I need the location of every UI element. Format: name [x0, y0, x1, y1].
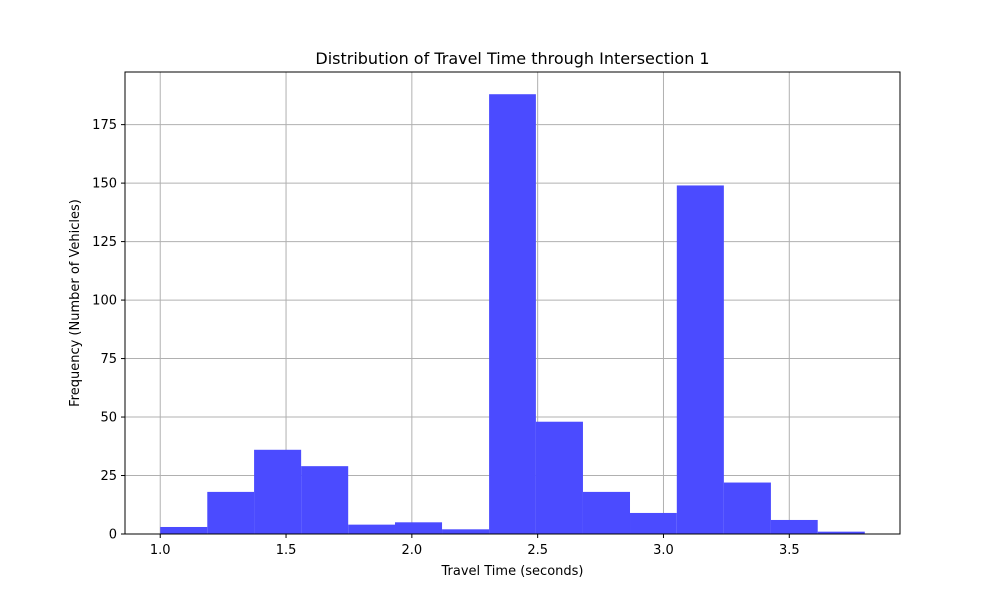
x-tick-label: 3.0 — [653, 543, 674, 558]
plot-frame — [124, 71, 901, 535]
x-axis-label: Travel Time (seconds) — [440, 564, 583, 579]
y-tick-label: 125 — [92, 235, 117, 250]
y-tick-label: 0 — [109, 528, 117, 543]
y-tick-label: 175 — [92, 118, 117, 133]
y-axis-label: Frequency (Number of Vehicles) — [68, 199, 83, 407]
x-tick-label: 1.0 — [150, 543, 171, 558]
x-tick-label: 2.0 — [402, 543, 423, 558]
x-tick-label: 3.5 — [779, 543, 800, 558]
chart-title: Distribution of Travel Time through Inte… — [315, 49, 709, 68]
histogram-bar-2 — [254, 449, 302, 534]
x-tick-label: 2.5 — [527, 543, 548, 558]
histogram-bar-14 — [817, 531, 865, 534]
y-tick-label: 50 — [100, 411, 117, 426]
histogram-bar-7 — [489, 94, 536, 535]
histogram-bar-13 — [770, 519, 818, 534]
histogram-bar-1 — [207, 491, 255, 534]
x-tick-label: 1.5 — [276, 543, 297, 558]
bars-layer — [160, 94, 865, 535]
histogram-bar-0 — [160, 526, 208, 534]
y-tick-label: 100 — [92, 294, 117, 309]
histogram-bar-3 — [301, 466, 349, 534]
histogram-bar-4 — [348, 524, 395, 534]
histogram-bar-12 — [723, 482, 771, 534]
histogram-bar-5 — [394, 522, 443, 534]
histogram-bar-9 — [582, 491, 631, 534]
y-tick-label: 25 — [100, 469, 117, 484]
y-tick-label: 75 — [100, 352, 117, 367]
histogram-bar-6 — [442, 529, 490, 534]
histogram-bar-11 — [676, 185, 724, 534]
y-tick-label: 150 — [92, 177, 117, 192]
ticks-layer: 1.0 1.5 2.0 2.5 3.0 3.5 0 25 50 75 100 125 150 175 — [92, 118, 799, 558]
histogram-bar-8 — [535, 421, 583, 534]
histogram-bar-10 — [630, 512, 677, 534]
